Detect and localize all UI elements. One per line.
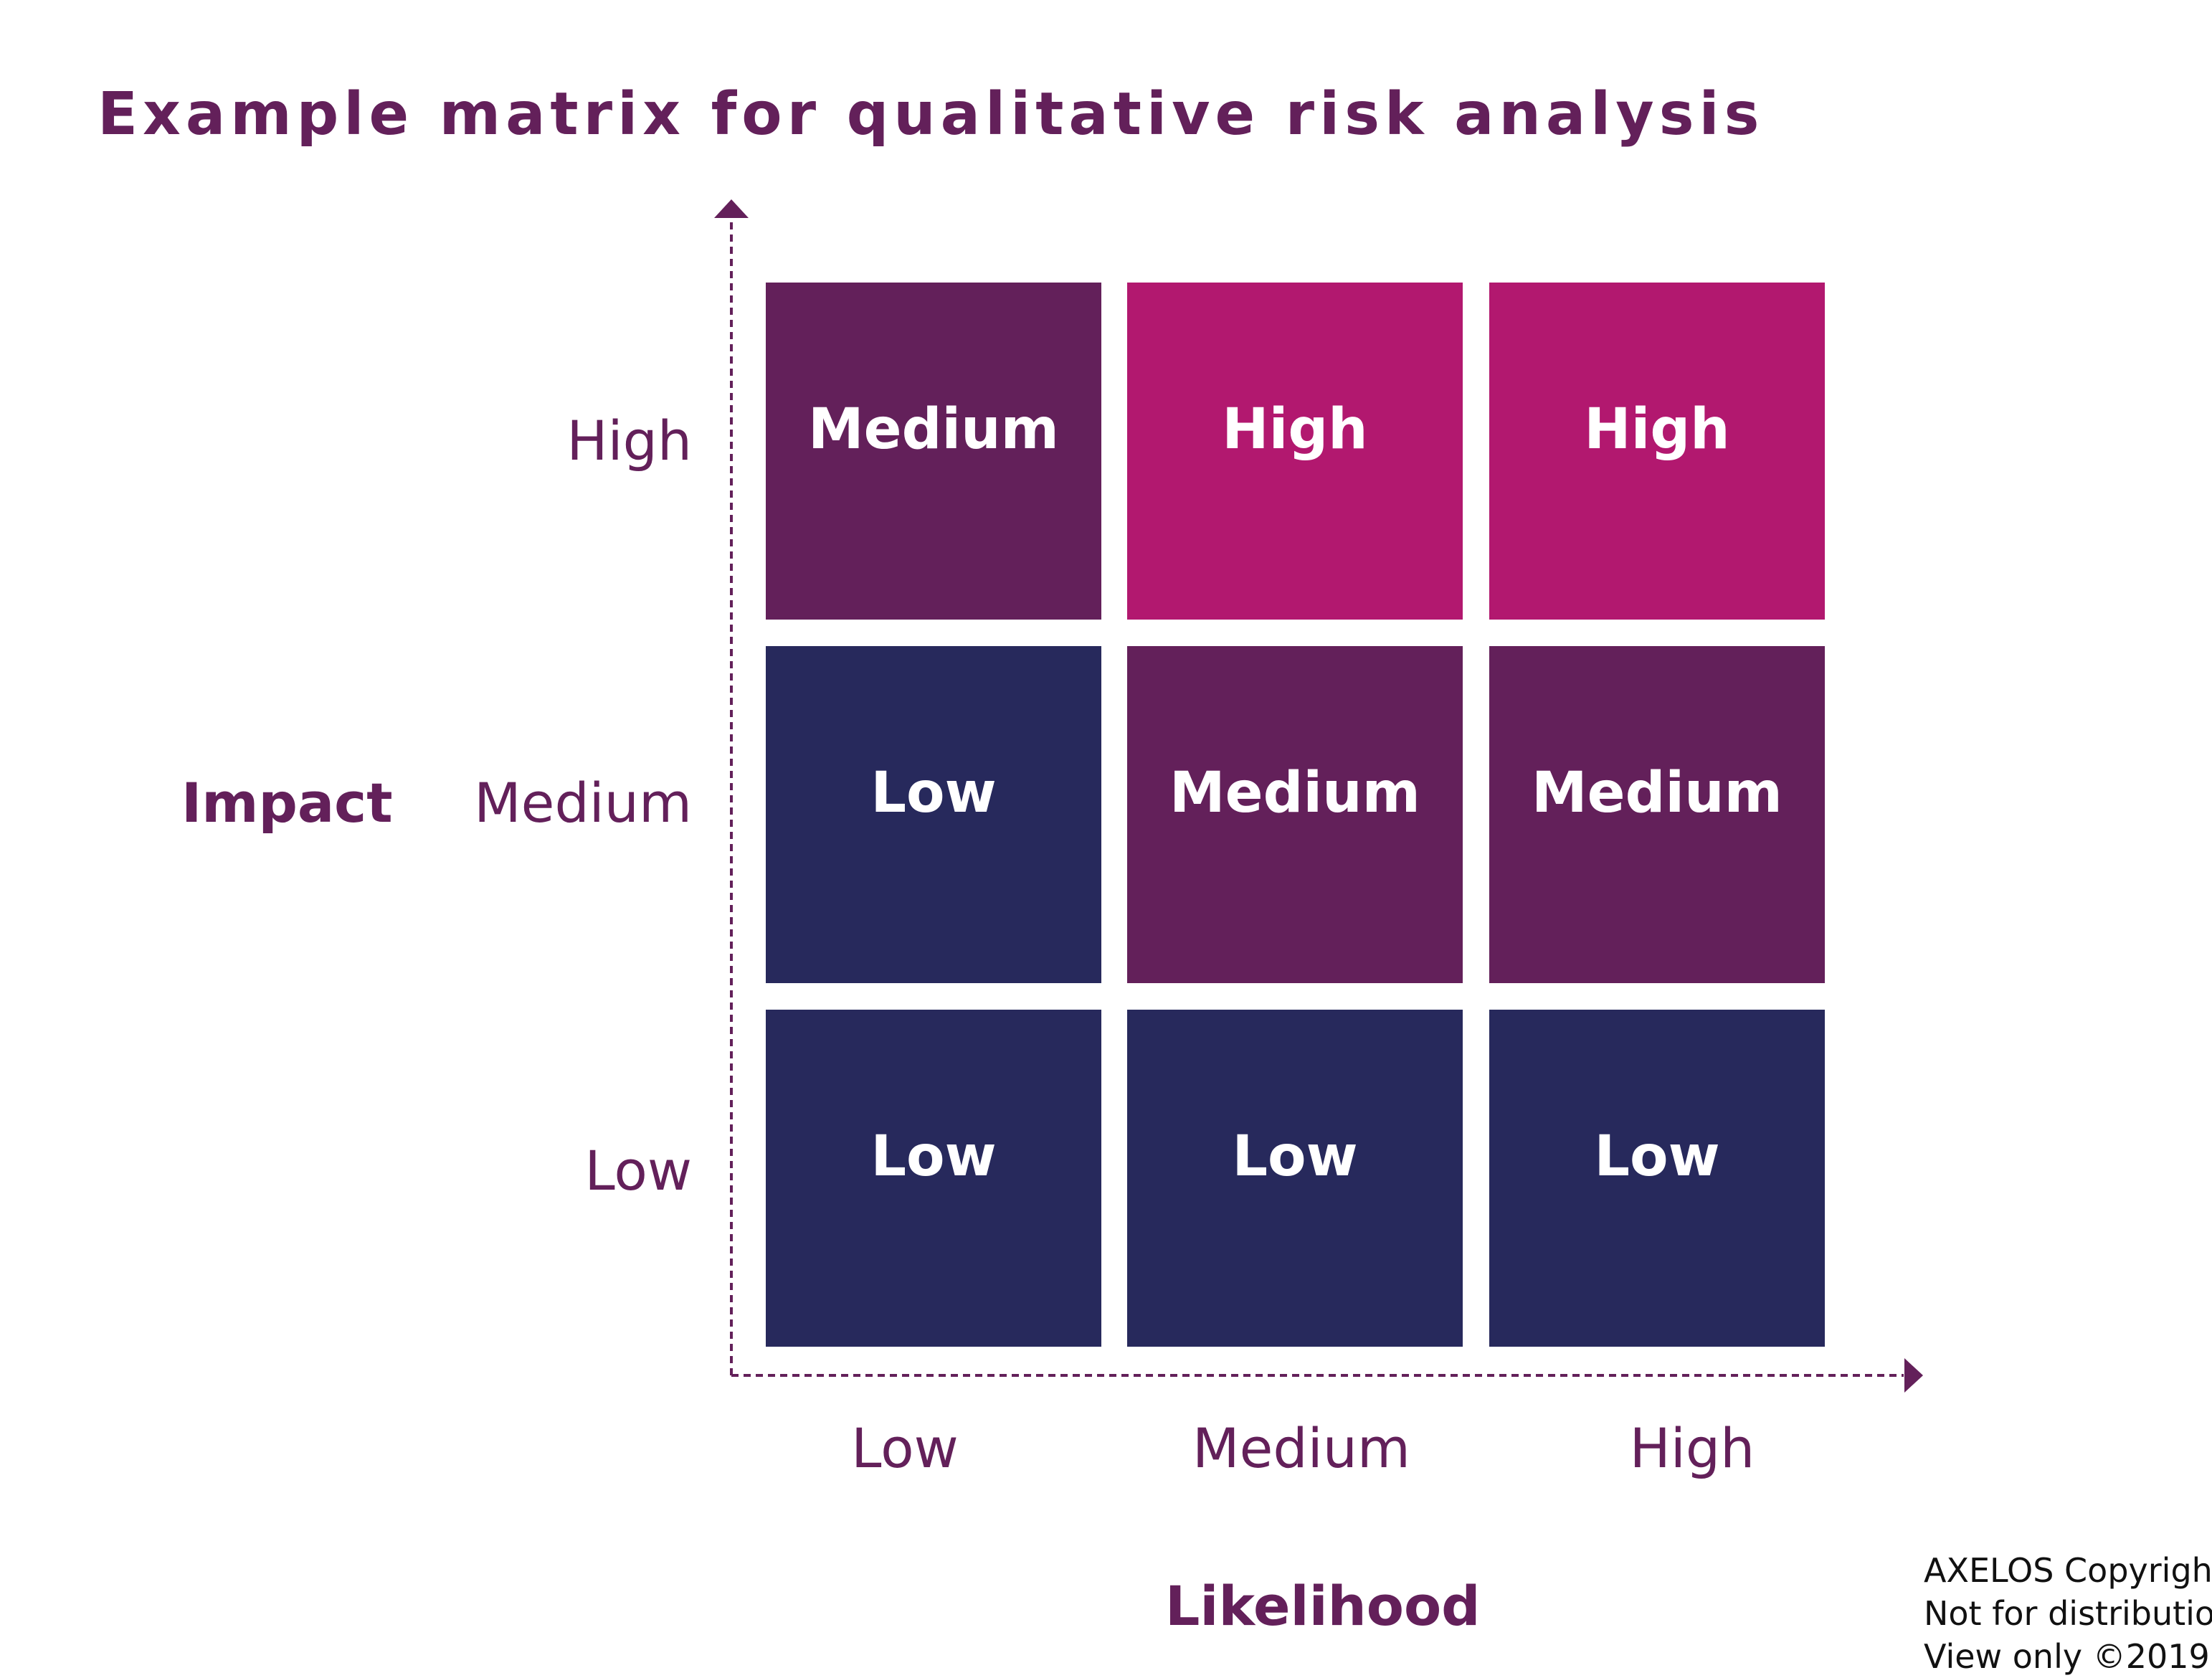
cell-label: Medium <box>1169 761 1420 825</box>
cell-label: Medium <box>808 397 1059 462</box>
matrix-cell: High <box>1127 283 1463 620</box>
x-tick-low: Low <box>851 1416 959 1480</box>
matrix-cell: Medium <box>1489 646 1825 983</box>
matrix-cell: Low <box>1127 1010 1463 1347</box>
x-tick-medium: Medium <box>1192 1416 1410 1480</box>
chart-title: Example matrix for qualitative risk anal… <box>98 80 1765 148</box>
x-axis-title: Likelihood <box>1165 1574 1481 1638</box>
cell-label: Low <box>870 761 997 825</box>
cell-label: High <box>1584 397 1730 462</box>
copyright-line: AXELOS Copyright <box>1924 1551 2212 1590</box>
y-tick-high: High <box>566 409 692 473</box>
matrix-cell: Medium <box>766 283 1101 620</box>
y-tick-low: Low <box>584 1139 692 1203</box>
x-tick-high: High <box>1629 1416 1755 1480</box>
matrix-cell: Medium <box>1127 646 1463 983</box>
y-axis-arrow-icon <box>714 199 749 218</box>
cell-label: Low <box>1594 1124 1720 1189</box>
matrix-cell: Low <box>766 646 1101 983</box>
copyright-notice: AXELOS Copyright Not for distribution Vi… <box>1924 1549 2212 1678</box>
copyright-line: Not for distribution <box>1924 1594 2212 1633</box>
x-axis-arrow-icon <box>1904 1358 1923 1393</box>
cell-label: Medium <box>1532 761 1783 825</box>
copyright-line: View only ©2019 <box>1924 1637 2210 1676</box>
matrix-cell: Low <box>1489 1010 1825 1347</box>
matrix-cell: Low <box>766 1010 1101 1347</box>
y-axis-title: Impact <box>181 771 393 835</box>
matrix-cell: High <box>1489 283 1825 620</box>
y-tick-medium: Medium <box>474 771 692 835</box>
cell-label: High <box>1222 397 1368 462</box>
cell-label: Low <box>1232 1124 1358 1189</box>
cell-label: Low <box>870 1124 997 1189</box>
